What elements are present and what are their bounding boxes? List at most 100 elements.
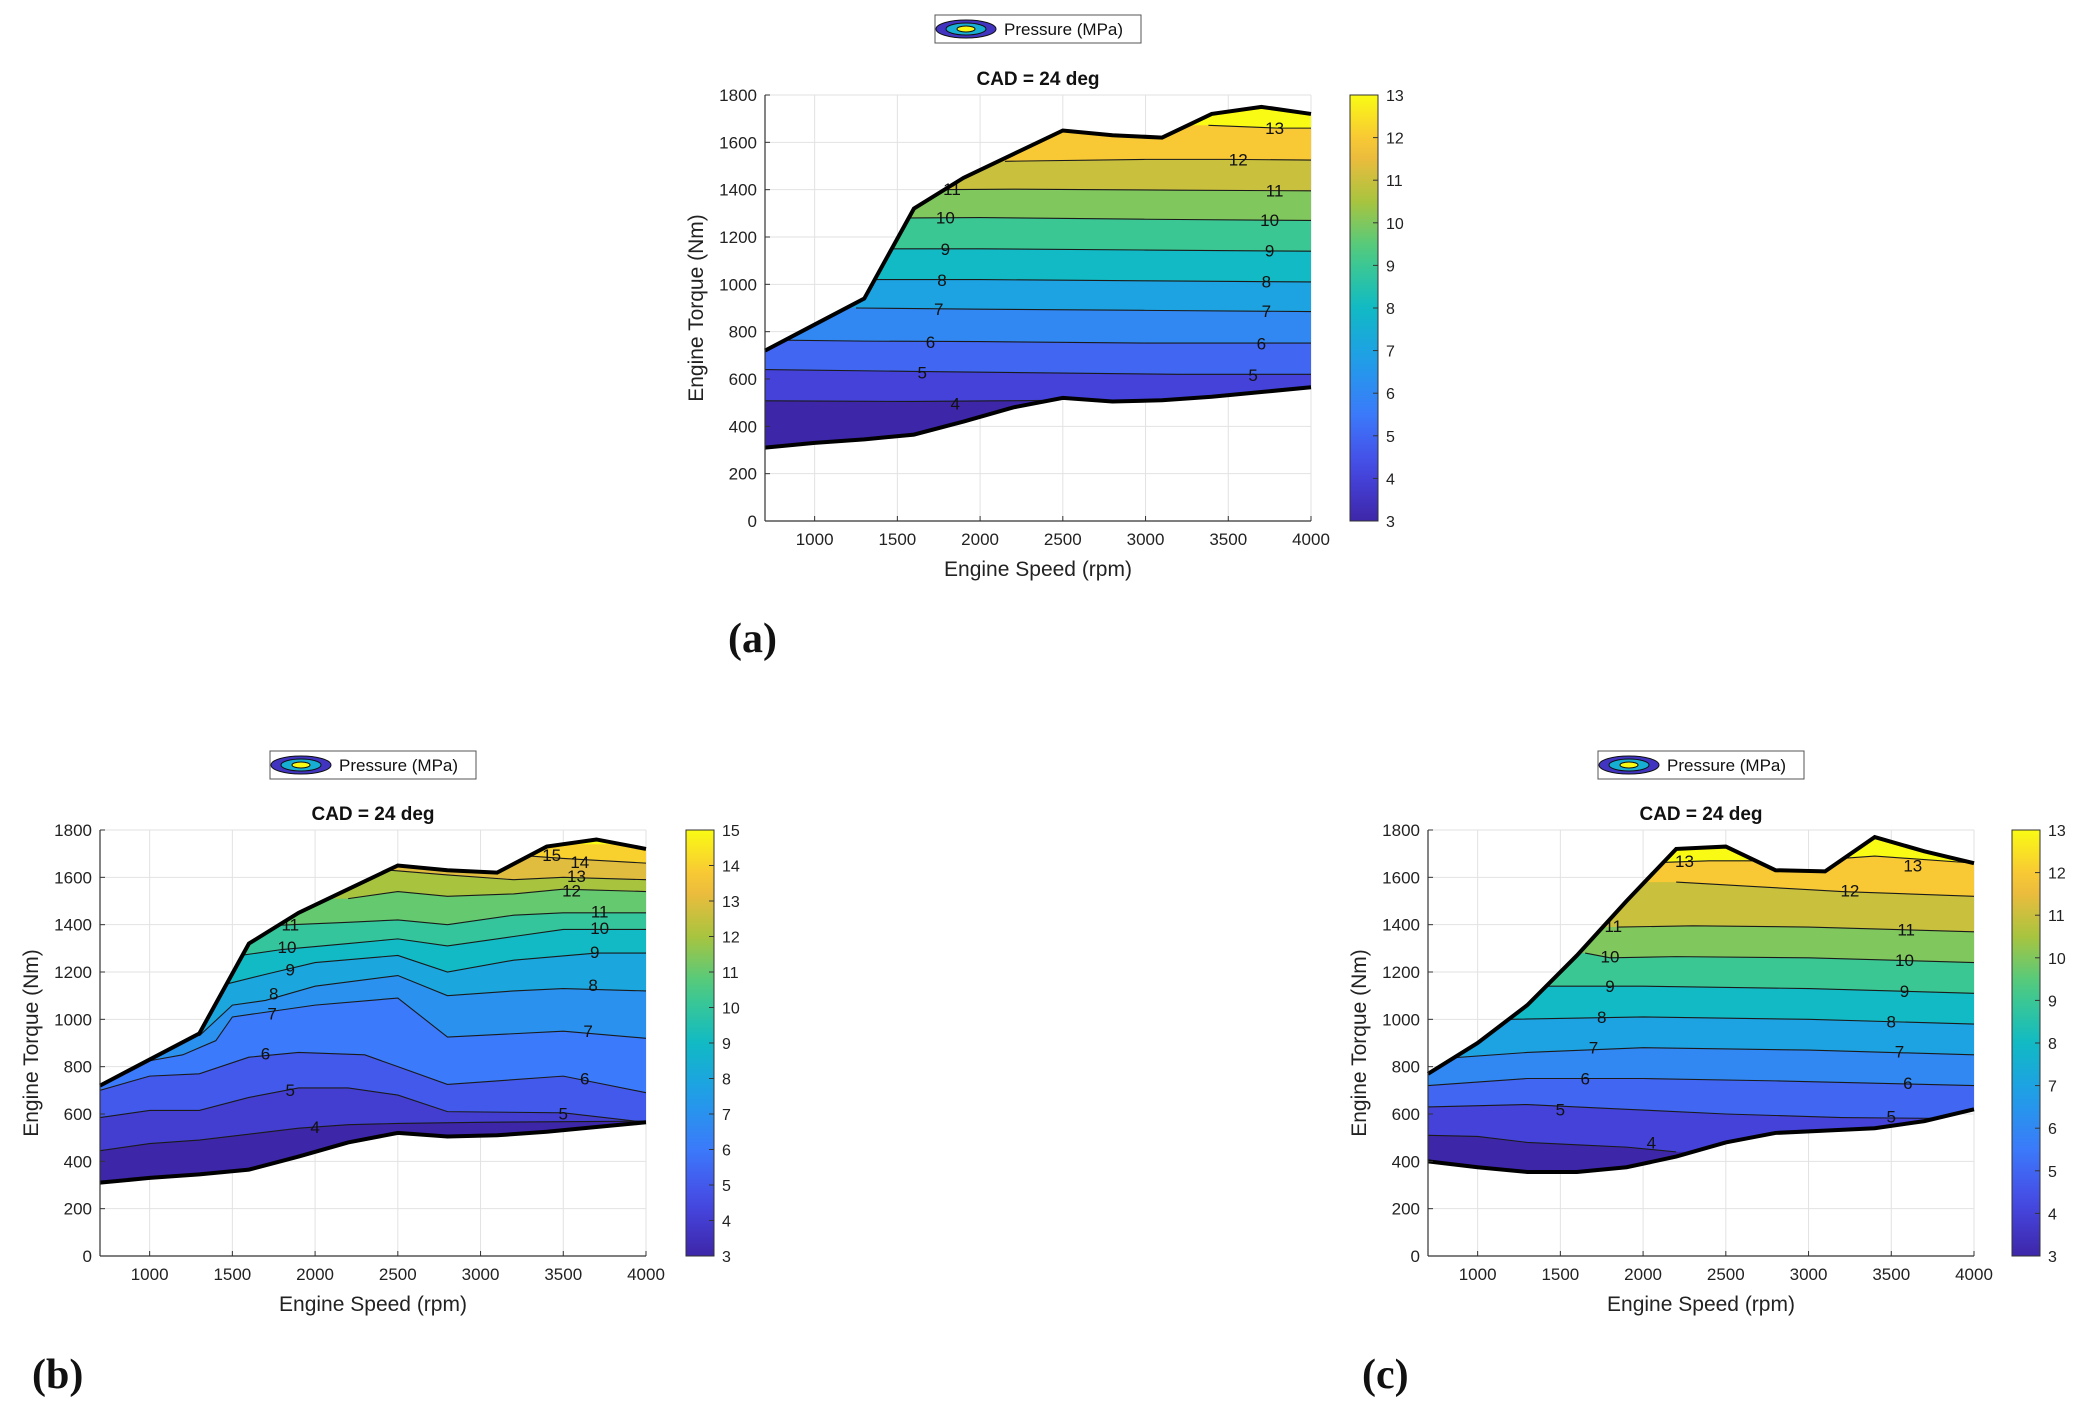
- contour-line: [265, 912, 646, 927]
- lower-boundary: [99, 1120, 647, 1185]
- colorbar-tick-label: 9: [1386, 258, 1395, 275]
- contour-line: [100, 1120, 646, 1152]
- y-tick-label: 1600: [1382, 868, 1420, 887]
- contour-label: 13: [1903, 857, 1922, 876]
- contour-legend-icon: [935, 19, 997, 39]
- contour-label: 15: [542, 846, 561, 865]
- colorbar-tick-label: 3: [1386, 514, 1395, 531]
- contour-line: [1208, 124, 1311, 129]
- x-tick-label: 2000: [1624, 1265, 1662, 1284]
- y-tick-label: 800: [729, 323, 757, 342]
- colorbar-tick-label: 15: [722, 823, 740, 840]
- x-tick-label: 2000: [296, 1265, 334, 1284]
- contour-label: 9: [941, 240, 950, 259]
- x-tick-label: 2500: [1044, 530, 1082, 549]
- x-tick-label: 3500: [544, 1265, 582, 1284]
- contour-label: 5: [286, 1081, 295, 1100]
- chart-title: CAD = 24 deg: [311, 804, 434, 825]
- contour-label: 10: [1895, 951, 1914, 970]
- chart-title: CAD = 24 deg: [976, 69, 1099, 90]
- contour-line: [348, 888, 646, 900]
- colorbar-tick-label: 12: [1386, 131, 1404, 148]
- contour-label: 13: [1265, 119, 1284, 138]
- contour-label: 9: [590, 943, 599, 962]
- colorbar-tick-label: 11: [2048, 908, 2065, 925]
- colorbar-tick-label: 5: [722, 1178, 731, 1195]
- x-tick-label: 4000: [1955, 1265, 1993, 1284]
- panel-label: (b): [32, 1352, 83, 1398]
- contour-label: 5: [917, 364, 926, 383]
- contour-line: [1428, 1134, 1677, 1153]
- contour-line: [389, 869, 646, 881]
- colorbar-tick-label: 8: [1386, 301, 1395, 318]
- contour-label: 12: [1840, 881, 1859, 900]
- colorbar-tick-label: 9: [722, 1036, 731, 1053]
- y-tick-label: 1600: [54, 868, 92, 887]
- colorbar-tick-label: 6: [1386, 386, 1395, 403]
- contour-line: [765, 339, 1311, 344]
- y-tick-label: 0: [1411, 1247, 1420, 1266]
- legend-label: Pressure (MPa): [1004, 20, 1123, 39]
- legend-label: Pressure (MPa): [1667, 756, 1786, 775]
- contour-label: 5: [559, 1104, 568, 1123]
- chart-title: CAD = 24 deg: [1639, 804, 1762, 825]
- contour-line: [1004, 158, 1311, 162]
- y-axis-label: Engine Torque (Nm): [20, 949, 43, 1137]
- colorbar-tick-label: 5: [1386, 429, 1395, 446]
- x-tick-label: 4000: [1292, 530, 1330, 549]
- contour-line: [1585, 952, 1974, 964]
- contour-label: 4: [951, 394, 960, 413]
- contour-label: 6: [926, 333, 935, 352]
- contour-label: 9: [1605, 977, 1614, 996]
- contour-label: 9: [1265, 241, 1274, 260]
- colorbar-tick-label: 12: [722, 930, 740, 947]
- colorbar-tick-label: 13: [2048, 823, 2066, 840]
- contour-label: 8: [1597, 1008, 1606, 1027]
- x-tick-label: 1000: [1459, 1265, 1497, 1284]
- x-axis-label: Engine Speed (rpm): [944, 558, 1132, 581]
- colorbar-tick-label: 7: [722, 1107, 731, 1124]
- contour-label: 7: [1262, 302, 1271, 321]
- x-tick-label: 2000: [961, 530, 999, 549]
- x-tick-label: 3500: [1872, 1265, 1910, 1284]
- colorbar-tick-label: 8: [2048, 1036, 2057, 1053]
- contour-label: 10: [936, 209, 955, 228]
- y-tick-label: 800: [1392, 1058, 1420, 1077]
- colorbar-tick-label: 8: [722, 1072, 731, 1089]
- contour-label: 10: [278, 938, 297, 957]
- x-tick-label: 1000: [796, 530, 834, 549]
- contour-label: 8: [1262, 272, 1271, 291]
- contour-label: 14: [570, 853, 589, 872]
- lower-boundary: [1427, 1107, 1975, 1174]
- y-tick-label: 400: [729, 417, 757, 436]
- contour-label: 11: [1897, 920, 1915, 939]
- contour-label: 7: [267, 1004, 276, 1023]
- y-tick-label: 1400: [719, 181, 757, 200]
- contour-label: 12: [1229, 150, 1248, 169]
- y-tick-label: 200: [1392, 1200, 1420, 1219]
- contour-line: [1428, 1047, 1974, 1061]
- contour-line: [530, 855, 646, 864]
- panel-label: (a): [728, 616, 777, 662]
- colorbar-tick-label: 13: [1386, 88, 1404, 105]
- x-tick-label: 1500: [1541, 1265, 1579, 1284]
- colorbar-tick-label: 4: [2048, 1206, 2057, 1223]
- contour-label: 9: [1900, 982, 1909, 1001]
- contour-line: [227, 952, 646, 985]
- x-tick-label: 3000: [1790, 1265, 1828, 1284]
- y-tick-label: 1200: [54, 963, 92, 982]
- contour-line: [100, 1051, 646, 1094]
- y-tick-label: 0: [748, 512, 757, 531]
- contour-label: 7: [583, 1022, 592, 1041]
- y-tick-label: 600: [1392, 1105, 1420, 1124]
- x-tick-label: 2500: [379, 1265, 417, 1284]
- y-axis-label: Engine Torque (Nm): [1348, 949, 1371, 1137]
- contour-label: 5: [1248, 366, 1257, 385]
- colorbar-tick-label: 7: [1386, 344, 1395, 361]
- contour-label: 11: [943, 180, 961, 199]
- contour-label: 11: [591, 903, 609, 922]
